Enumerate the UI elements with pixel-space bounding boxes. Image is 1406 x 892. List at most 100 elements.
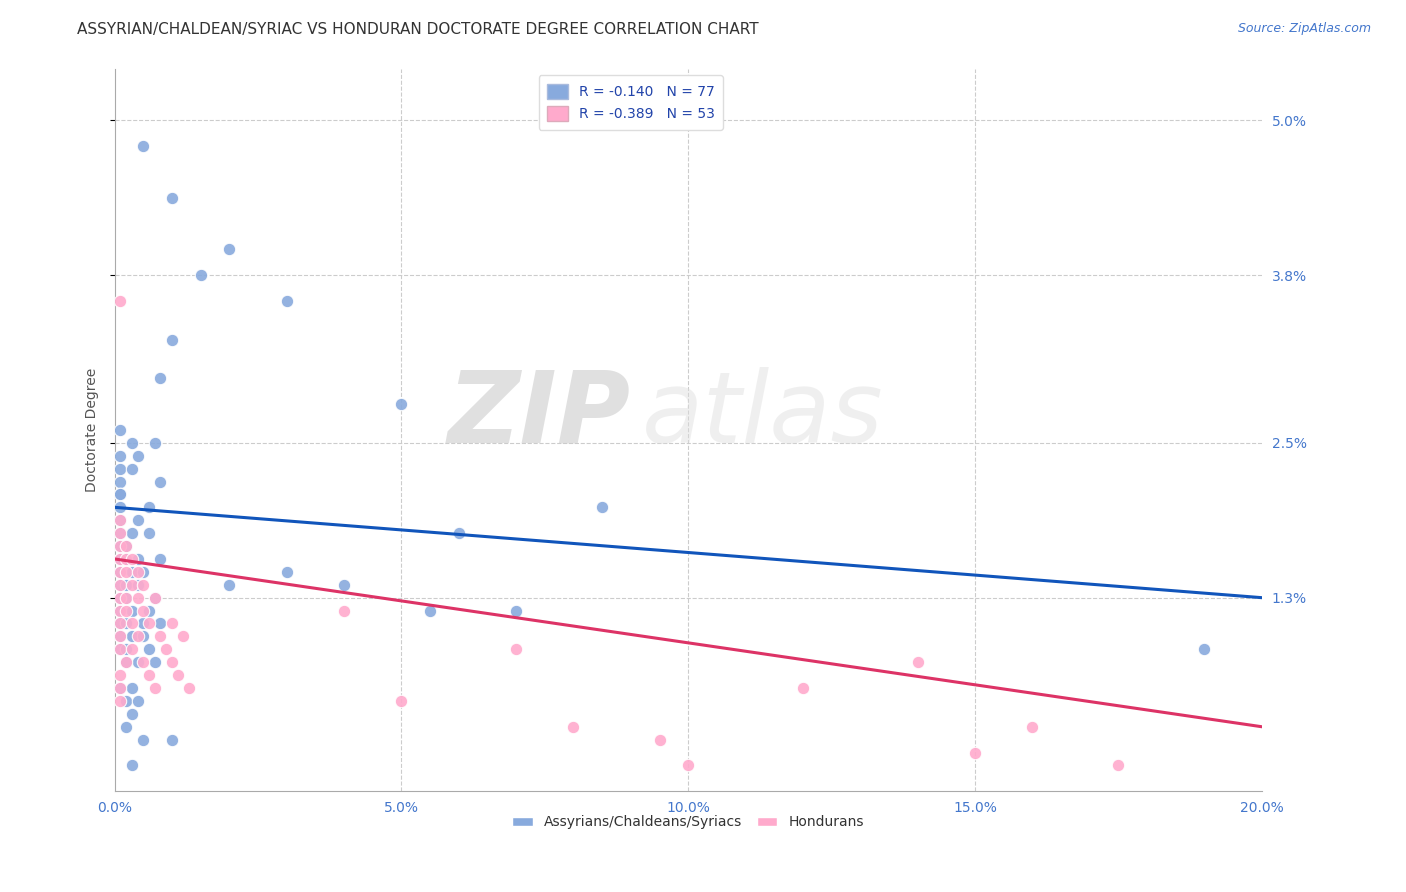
Y-axis label: Doctorate Degree: Doctorate Degree xyxy=(86,368,100,492)
Point xyxy=(276,293,298,308)
Point xyxy=(121,578,143,592)
Point xyxy=(110,629,132,643)
Point xyxy=(115,604,138,618)
Point xyxy=(110,539,132,553)
Point xyxy=(149,552,172,566)
Point xyxy=(676,758,699,772)
Point xyxy=(138,500,160,515)
Point xyxy=(110,642,132,657)
Point xyxy=(447,526,470,541)
Point xyxy=(121,565,143,579)
Point xyxy=(110,487,132,501)
Point xyxy=(160,191,183,205)
Point xyxy=(138,642,160,657)
Point xyxy=(110,526,132,541)
Point xyxy=(792,681,814,695)
Point xyxy=(110,475,132,489)
Point xyxy=(110,604,132,618)
Point xyxy=(110,616,132,631)
Point xyxy=(110,578,132,592)
Point xyxy=(160,333,183,347)
Point xyxy=(115,539,138,553)
Point xyxy=(138,668,160,682)
Point xyxy=(115,591,138,605)
Point xyxy=(121,629,143,643)
Point xyxy=(115,552,138,566)
Point xyxy=(333,578,356,592)
Point xyxy=(110,591,132,605)
Point xyxy=(110,487,132,501)
Point xyxy=(115,720,138,734)
Point xyxy=(155,642,177,657)
Point xyxy=(110,681,132,695)
Point xyxy=(149,475,172,489)
Point xyxy=(143,591,166,605)
Point xyxy=(562,720,585,734)
Point xyxy=(190,268,212,282)
Point xyxy=(110,565,132,579)
Point xyxy=(110,681,132,695)
Point xyxy=(149,371,172,385)
Point xyxy=(132,139,155,153)
Point xyxy=(389,397,412,411)
Point xyxy=(149,629,172,643)
Point xyxy=(179,681,201,695)
Point xyxy=(138,616,160,631)
Point xyxy=(132,565,155,579)
Point xyxy=(127,629,149,643)
Point xyxy=(110,513,132,527)
Point xyxy=(505,604,527,618)
Point xyxy=(160,616,183,631)
Legend: Assyrians/Chaldeans/Syriacs, Hondurans: Assyrians/Chaldeans/Syriacs, Hondurans xyxy=(508,810,869,835)
Point xyxy=(110,526,132,541)
Point xyxy=(110,578,132,592)
Point xyxy=(110,668,132,682)
Point xyxy=(127,655,149,669)
Text: Source: ZipAtlas.com: Source: ZipAtlas.com xyxy=(1237,22,1371,36)
Point xyxy=(138,526,160,541)
Point xyxy=(149,616,172,631)
Text: ASSYRIAN/CHALDEAN/SYRIAC VS HONDURAN DOCTORATE DEGREE CORRELATION CHART: ASSYRIAN/CHALDEAN/SYRIAC VS HONDURAN DOC… xyxy=(77,22,759,37)
Point xyxy=(110,539,132,553)
Point xyxy=(138,604,160,618)
Point xyxy=(121,681,143,695)
Point xyxy=(115,655,138,669)
Point xyxy=(110,500,132,515)
Point xyxy=(1194,642,1216,657)
Text: ZIP: ZIP xyxy=(449,367,631,464)
Point xyxy=(127,591,149,605)
Point xyxy=(121,435,143,450)
Point xyxy=(419,604,441,618)
Point xyxy=(160,732,183,747)
Point xyxy=(648,732,671,747)
Point xyxy=(907,655,929,669)
Text: atlas: atlas xyxy=(643,367,884,464)
Point xyxy=(132,655,155,669)
Point xyxy=(143,655,166,669)
Point xyxy=(110,513,132,527)
Point xyxy=(121,526,143,541)
Point xyxy=(110,604,132,618)
Point xyxy=(963,746,986,760)
Point xyxy=(115,552,138,566)
Point xyxy=(115,578,138,592)
Point xyxy=(110,552,132,566)
Point xyxy=(127,449,149,463)
Point xyxy=(127,694,149,708)
Point xyxy=(1021,720,1043,734)
Point xyxy=(132,604,155,618)
Point xyxy=(132,578,155,592)
Point xyxy=(121,604,143,618)
Point xyxy=(110,616,132,631)
Point xyxy=(110,629,132,643)
Point xyxy=(115,565,138,579)
Point xyxy=(110,449,132,463)
Point xyxy=(127,552,149,566)
Point xyxy=(218,242,240,256)
Point xyxy=(115,655,138,669)
Point xyxy=(591,500,613,515)
Point xyxy=(115,694,138,708)
Point xyxy=(121,616,143,631)
Point xyxy=(218,578,240,592)
Point xyxy=(115,616,138,631)
